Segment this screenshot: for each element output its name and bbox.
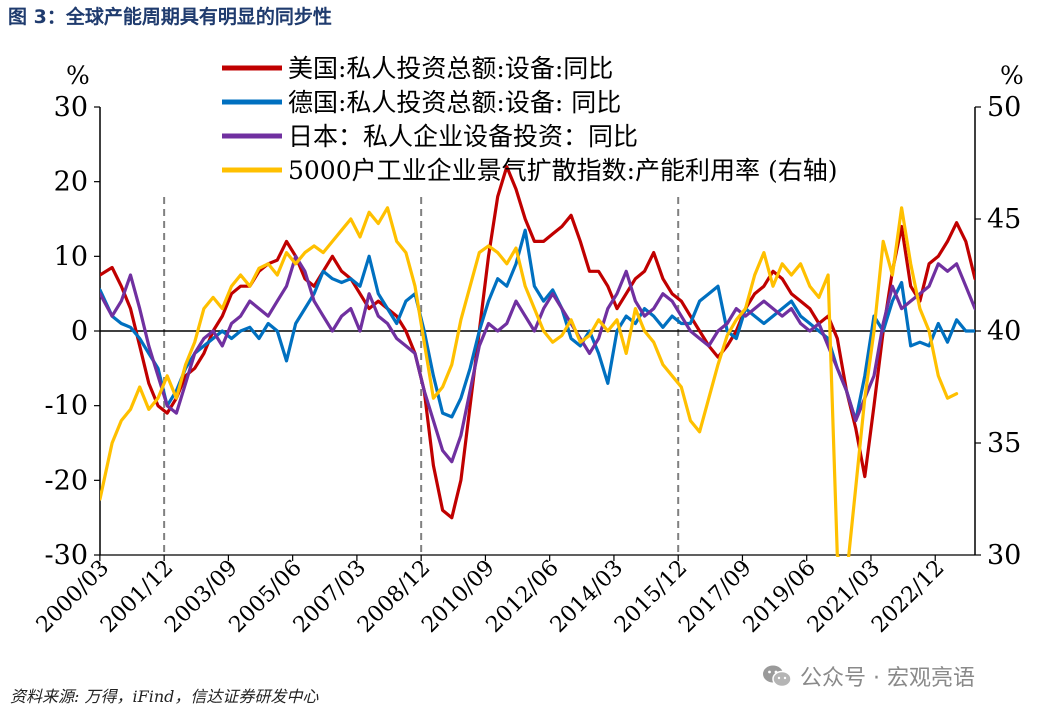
left-tick-label: 10 [54,241,88,272]
right-tick-label: 30 [987,540,1021,571]
watermark: 公众号 · 宏观亮语 [762,660,975,692]
left-tick-label: 0 [71,316,88,347]
right-tick-label: 35 [987,428,1021,459]
left-axis-unit: % [66,61,90,90]
left-tick-label: -30 [45,540,88,571]
right-tick-label: 40 [987,316,1021,347]
legend-label-2: 日本：私人企业设备投资：同比 [288,122,638,151]
legend-label-1: 德国:私人投资总额:设备: 同比 [288,88,621,117]
wechat-icon [762,664,792,688]
legend-label-3: 5000户工业企业景气扩散指数:产能利用率 (右轴) [288,156,838,185]
figure-title: 图 3：全球产能周期具有明显的同步性 [8,6,332,28]
left-tick-label: 20 [54,167,88,198]
series-line-0 [100,165,975,520]
left-tick-label: -10 [45,391,88,422]
right-tick-label: 50 [987,92,1021,123]
right-axis-unit: % [1000,61,1024,90]
series-line-3 [100,206,959,557]
right-tick-label: 45 [987,204,1021,235]
left-tick-label: -20 [45,465,88,496]
source-note: 资料来源: 万得，iFind，信达证券研发中心 [10,687,319,706]
chart-series [100,165,975,557]
legend-label-0: 美国:私人投资总额:设备:同比 [288,54,613,83]
left-tick-label: 30 [54,92,88,123]
watermark-text: 公众号 · 宏观亮语 [800,666,975,691]
